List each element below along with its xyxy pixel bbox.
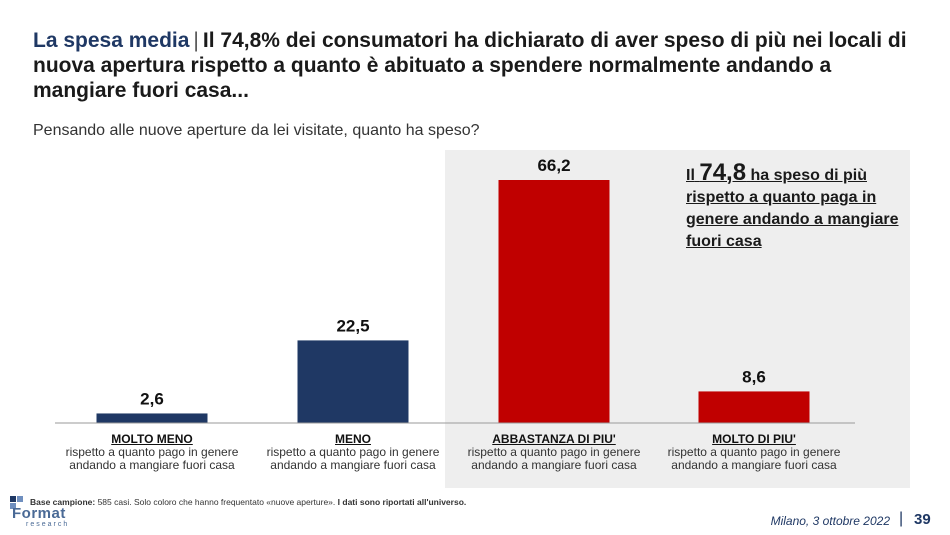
category-label-0: MOLTO MENO rispetto a quanto pago in gene…	[57, 433, 247, 472]
category-label-2: ABBASTANZA DI PIU' rispetto a quanto pago…	[459, 433, 649, 472]
data-label-1: 22,5	[336, 316, 369, 335]
data-label-0: 2,6	[140, 389, 164, 408]
bar-0	[96, 413, 208, 423]
format-research-logo: Format research	[6, 494, 86, 530]
base-note-label: Base campione:	[30, 497, 96, 507]
base-note: Base campione: 585 casi. Solo coloro che…	[30, 497, 466, 507]
base-note-bold: I dati sono riportati all'universo.	[337, 497, 467, 507]
callout-text: ha speso di più rispetto a quanto paga i…	[686, 167, 899, 250]
callout-prefix: Il	[686, 167, 695, 184]
category-label-3: MOLTO DI PIU' rispetto a quanto pago in g…	[659, 433, 849, 472]
title-accent: La spesa media	[33, 29, 190, 52]
footer-date: Milano, 3 ottobre 2022	[770, 514, 890, 528]
category-title-0: MOLTO MENO	[111, 432, 193, 446]
category-subtitle-1: rispetto a quanto pago in genere andando…	[266, 445, 440, 472]
title-main: Il 74,8% dei consumatori ha dichiarato d…	[33, 29, 907, 102]
footer-separator: |	[899, 510, 904, 527]
callout-value: 74,8	[699, 159, 747, 186]
data-label-2: 66,2	[537, 156, 570, 175]
callout-box: Il 74,8 ha speso di più rispetto a quant…	[686, 159, 906, 253]
page-title: La spesa media | Il 74,8% dei consumatori …	[33, 28, 913, 103]
category-subtitle-0: rispetto a quanto pago in genere andando…	[65, 445, 239, 472]
title-separator: |	[193, 29, 199, 52]
logo-word: Format	[12, 505, 66, 522]
category-subtitle-3: rispetto a quanto pago in genere andando…	[667, 445, 841, 472]
category-subtitle-2: rispetto a quanto pago in genere andando…	[467, 445, 641, 472]
bar-2	[498, 180, 610, 423]
bar-1	[297, 340, 409, 423]
data-label-3: 8,6	[742, 367, 766, 386]
category-label-1: MENO rispetto a quanto pago in genere and…	[258, 433, 448, 472]
category-title-1: MENO	[335, 432, 371, 446]
bar-3	[698, 391, 810, 423]
page-number: 39	[914, 511, 931, 528]
category-title-3: MOLTO DI PIU'	[712, 432, 796, 446]
base-note-text: 585 casi. Solo coloro che hanno frequent…	[97, 497, 336, 507]
logo-sub: research	[26, 521, 70, 528]
survey-question: Pensando alle nuove aperture da lei visi…	[33, 122, 480, 139]
logo-mark-icon	[10, 496, 23, 509]
category-title-2: ABBASTANZA DI PIU'	[492, 432, 616, 446]
